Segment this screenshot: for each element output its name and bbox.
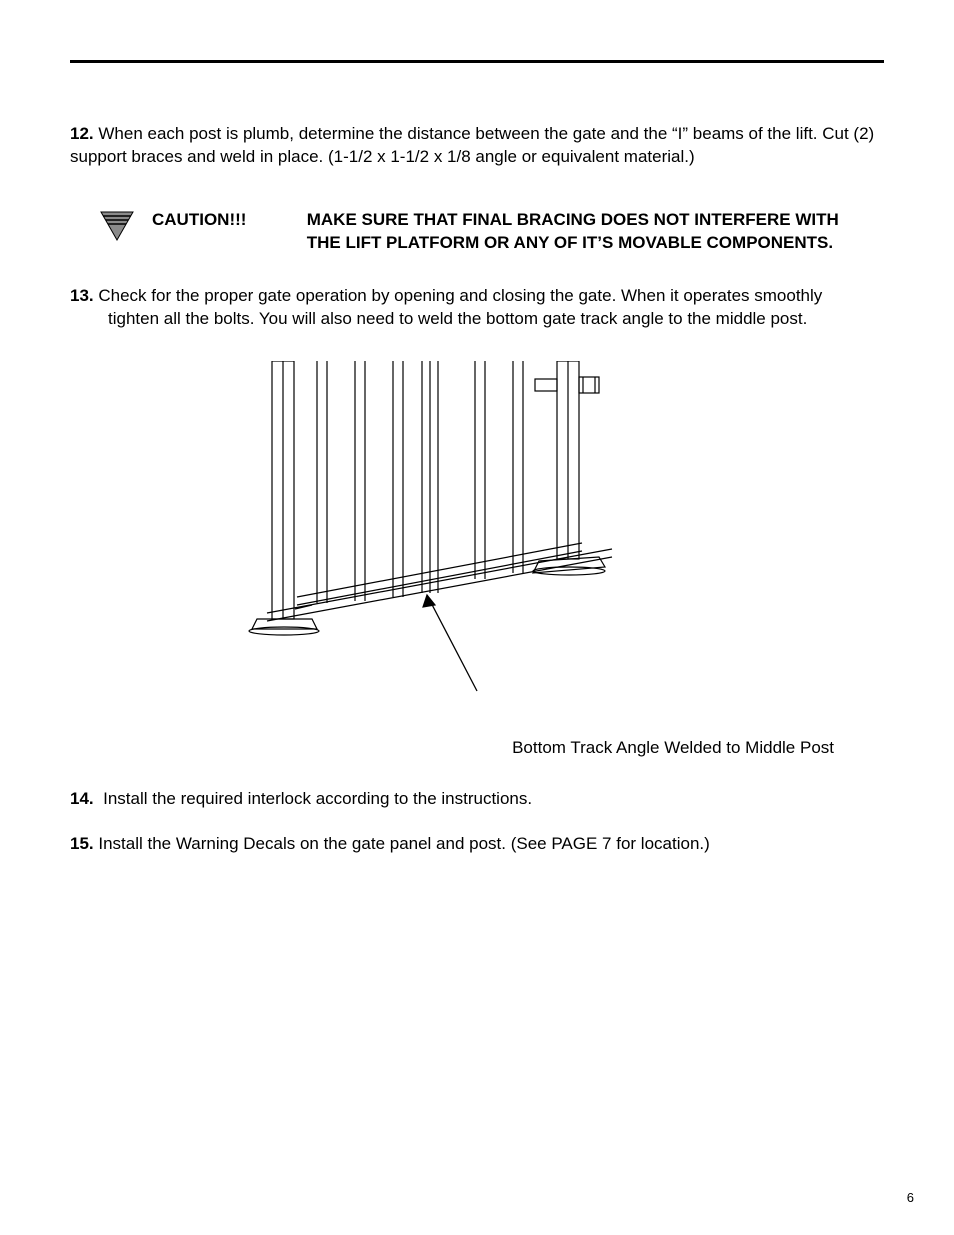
step-12-number: 12. bbox=[70, 124, 94, 143]
step-13-line1: Check for the proper gate operation by o… bbox=[98, 286, 822, 305]
figure bbox=[70, 361, 884, 736]
step-15-number: 15. bbox=[70, 834, 94, 853]
caution-line1: MAKE SURE THAT FINAL BRACING DOES NOT IN… bbox=[307, 210, 839, 229]
step-14-text: Install the required interlock according… bbox=[103, 789, 532, 808]
step-12: 12. When each post is plumb, determine t… bbox=[70, 123, 884, 169]
step-15-text: Install the Warning Decals on the gate p… bbox=[98, 834, 709, 853]
step-13: 13. Check for the proper gate operation … bbox=[70, 285, 884, 331]
page-number: 6 bbox=[907, 1190, 914, 1205]
gate-diagram bbox=[217, 361, 737, 731]
figure-caption: Bottom Track Angle Welded to Middle Post bbox=[70, 738, 884, 758]
step-12-text: When each post is plumb, determine the d… bbox=[70, 124, 874, 166]
caution-block: CAUTION!!! MAKE SURE THAT FINAL BRACING … bbox=[100, 209, 884, 255]
step-14: 14. Install the required interlock accor… bbox=[70, 788, 884, 811]
caution-icon bbox=[100, 211, 134, 246]
step-13-number: 13. bbox=[70, 286, 94, 305]
step-15: 15. Install the Warning Decals on the ga… bbox=[70, 833, 884, 856]
horizontal-rule bbox=[70, 60, 884, 63]
caution-label: CAUTION!!! bbox=[152, 209, 302, 232]
step-13-line2: tighten all the bolts. You will also nee… bbox=[70, 308, 884, 331]
page: 12. When each post is plumb, determine t… bbox=[0, 0, 954, 1235]
step-14-number: 14. bbox=[70, 789, 94, 808]
caution-line2: THE LIFT PLATFORM OR ANY OF IT’S MOVABLE… bbox=[307, 233, 833, 252]
caution-text: CAUTION!!! MAKE SURE THAT FINAL BRACING … bbox=[152, 209, 839, 255]
